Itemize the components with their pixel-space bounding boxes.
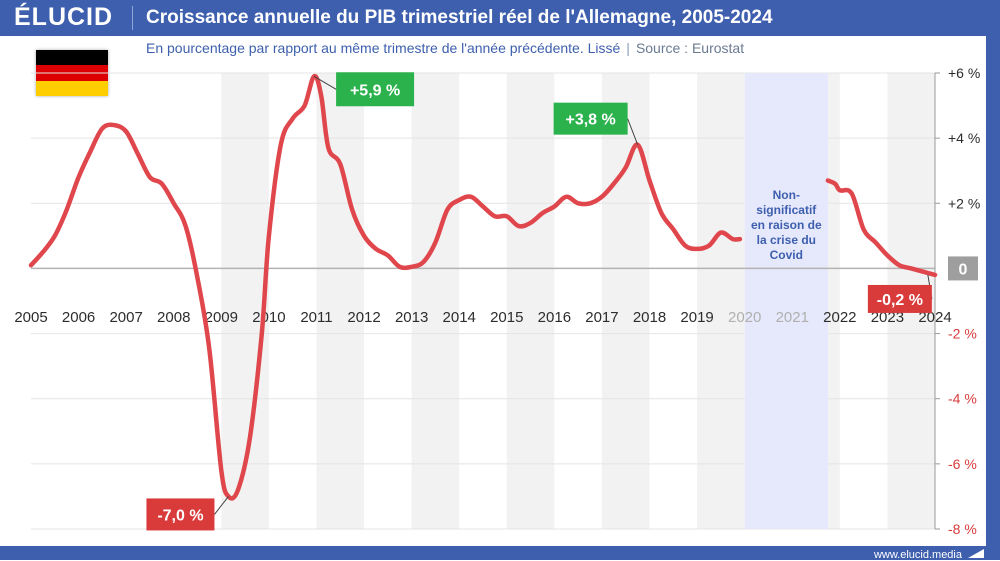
- annotation-box: [146, 498, 215, 531]
- subtitle-text: En pourcentage par rapport au même trime…: [146, 40, 621, 56]
- x-tick-label: 2012: [347, 309, 380, 326]
- year-stripe: [411, 73, 460, 529]
- footer-url[interactable]: www.elucid.media: [873, 549, 962, 561]
- y-tick-label: -4 %: [948, 391, 977, 407]
- y-tick-label: 0: [959, 261, 968, 278]
- annotation-box: [867, 284, 932, 313]
- chart-title: Croissance annuelle du PIB trimestriel r…: [146, 7, 773, 28]
- y-tick-label: +2 %: [948, 195, 980, 211]
- footer-bar: www.elucid.media: [0, 546, 1000, 561]
- brand-logo[interactable]: ÉLUCID: [14, 3, 114, 31]
- annotation-label: -0,2 %: [877, 292, 923, 309]
- header-bar: ÉLUCID Croissance annuelle du PIB trimes…: [0, 0, 1000, 36]
- x-tick-label: 2013: [395, 309, 428, 326]
- x-tick-label: 2014: [443, 309, 476, 326]
- x-tick-label: 2005: [14, 309, 47, 326]
- x-tick-label: 2007: [109, 309, 142, 326]
- zero-tick-box: [948, 256, 978, 281]
- subtitle-separator: |: [626, 40, 630, 56]
- annotation-label: +3,8 %: [565, 112, 615, 129]
- year-stripe: [316, 73, 365, 529]
- chart-subtitle: En pourcentage par rapport au même trime…: [146, 40, 744, 56]
- covid-region-label: Non-significatif en raison de la crise du C…: [751, 188, 822, 262]
- year-stripe: [601, 73, 650, 529]
- x-tick-label: 2010: [252, 309, 285, 326]
- y-tick-label: -2 %: [948, 326, 977, 342]
- x-tick-label: 2022: [823, 309, 856, 326]
- x-tick-label: 2018: [633, 309, 666, 326]
- annotation-leader: [627, 118, 639, 145]
- year-stripe: [506, 73, 555, 529]
- x-tick-label: 2015: [490, 309, 523, 326]
- x-tick-label: 2009: [205, 309, 238, 326]
- x-tick-label: 2016: [538, 309, 571, 326]
- covid-shaded-region: [744, 73, 828, 529]
- annotation-box: [336, 72, 415, 107]
- x-tick-label: 2023: [871, 309, 904, 326]
- flag-stripe-gold: [36, 80, 108, 96]
- annotation-label: -7,0 %: [157, 507, 203, 524]
- x-tick-label: 2011: [300, 309, 332, 326]
- x-tick-label: 2020: [728, 309, 761, 326]
- annotation-leader: [313, 75, 337, 90]
- y-tick-label: +4 %: [948, 130, 980, 146]
- y-tick-label: -6 %: [948, 456, 977, 472]
- annotation-box: [553, 102, 628, 135]
- x-tick-label: 2024: [918, 309, 951, 326]
- side-band: [986, 36, 1000, 546]
- flag-stripe-black: [36, 50, 108, 66]
- x-tick-label: 2021: [776, 309, 809, 326]
- series-line: [825, 178, 938, 278]
- x-tick-label: 2019: [680, 309, 713, 326]
- header-divider: [132, 6, 133, 30]
- y-tick-label: +6 %: [948, 65, 980, 81]
- source-text: Source : Eurostat: [635, 40, 745, 56]
- y-tick-label: -8 %: [948, 521, 977, 537]
- brand-mark-icon: [968, 549, 984, 558]
- annotation-leader: [214, 496, 229, 515]
- x-tick-label: 2008: [157, 309, 190, 326]
- annotation-label: +5,9 %: [350, 82, 400, 99]
- x-tick-label: 2017: [585, 309, 618, 326]
- series-line: [28, 73, 743, 501]
- x-tick-label: 2006: [62, 309, 95, 326]
- year-stripe: [697, 73, 745, 529]
